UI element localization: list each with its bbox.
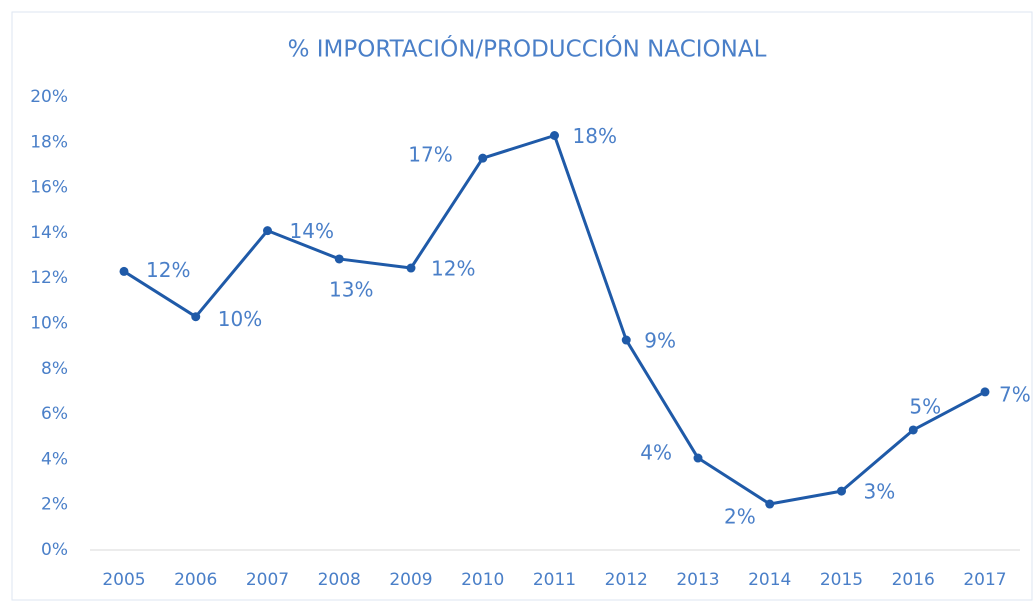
point (119, 266, 129, 276)
point (621, 335, 631, 345)
y-tick-label: 10% (30, 314, 68, 334)
x-tick-label: 2016 (892, 570, 935, 590)
y-tick-label: 6% (41, 404, 68, 424)
point (693, 453, 703, 463)
x-tick-label: 2010 (461, 570, 504, 590)
data-label: 9% (644, 329, 676, 353)
y-tick-label: 8% (41, 359, 68, 379)
x-tick-label: 2014 (748, 570, 791, 590)
point (478, 153, 488, 163)
x-tick-label: 2017 (963, 570, 1006, 590)
data-label: 18% (573, 124, 617, 148)
x-tick-label: 2015 (820, 570, 863, 590)
x-tick-label: 2008 (318, 570, 361, 590)
data-label: 13% (329, 277, 373, 301)
x-tick-label: 2005 (102, 570, 145, 590)
data-label: 4% (640, 441, 672, 465)
point (263, 226, 272, 236)
y-tick-label: 12% (30, 268, 68, 288)
point (908, 425, 918, 435)
x-tick-label: 2013 (676, 570, 719, 590)
data-label: 7% (999, 382, 1031, 406)
point (334, 254, 344, 264)
point (980, 387, 990, 397)
point (191, 312, 201, 322)
y-tick-label: 20% (30, 87, 68, 107)
y-tick-label: 14% (30, 223, 68, 243)
data-label: 14% (290, 219, 334, 243)
point (765, 499, 775, 509)
point (550, 131, 559, 141)
y-tick-label: 4% (41, 449, 68, 469)
data-label: 17% (408, 143, 452, 167)
y-tick-label: 16% (30, 178, 68, 198)
data-label: 2% (724, 505, 756, 529)
data-label: 5% (909, 394, 941, 418)
data-label: 12% (431, 257, 475, 281)
y-tick-label: 0% (41, 540, 68, 560)
y-tick-label: 2% (41, 495, 68, 515)
chart-frame (11, 11, 1033, 601)
point (406, 263, 416, 273)
x-tick-label: 2009 (389, 570, 432, 590)
x-tick-label: 2007 (246, 570, 289, 590)
data-label: 10% (218, 307, 262, 331)
data-label: 3% (864, 480, 896, 504)
y-tick-label: 18% (30, 132, 68, 152)
x-tick-label: 2006 (174, 570, 217, 590)
point (837, 486, 846, 496)
data-label: 12% (146, 258, 190, 282)
x-tick-label: 2011 (533, 570, 576, 590)
chart-title: % IMPORTACIÓN/PRODUCCIÓN NACIONAL (288, 35, 767, 63)
x-tick-label: 2012 (605, 570, 648, 590)
